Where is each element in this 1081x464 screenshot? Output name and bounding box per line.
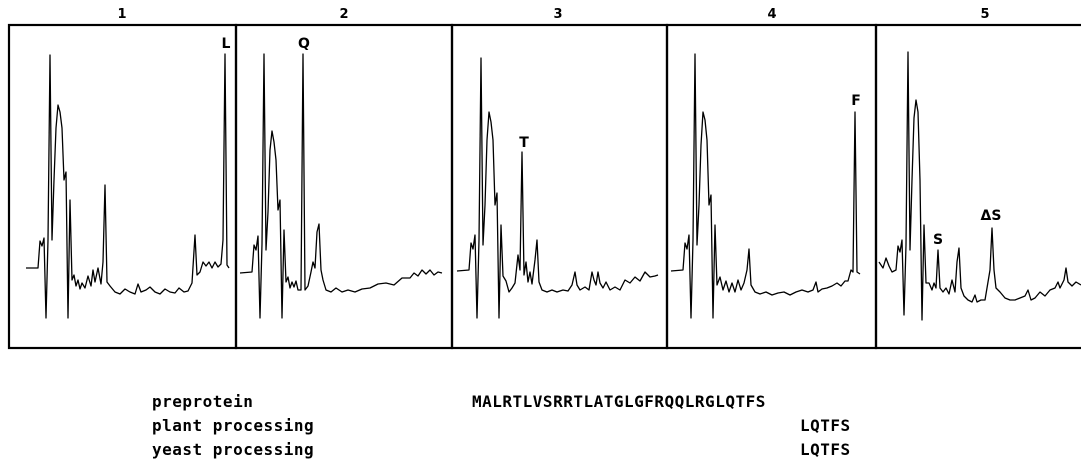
panel-1-number: 1 <box>117 7 126 22</box>
panel-4-peak-label: F <box>851 93 861 109</box>
panel-3-trace <box>456 57 659 319</box>
panel-4-trace <box>670 53 861 319</box>
panel-2-trace <box>239 53 443 319</box>
panel-1-trace <box>26 53 230 319</box>
sequence-name: preprotein <box>152 392 254 411</box>
panel-2-number: 2 <box>339 7 348 22</box>
sequence-value: LQTFS <box>800 440 851 459</box>
panel-1-frame <box>7 23 238 350</box>
panel-2-peak-label: Q <box>298 36 310 52</box>
panel-3-number: 3 <box>553 7 562 22</box>
sequence-row-preprotein: preprotein MALRTLVSRRTLATGLGFRQQLRGLQTFS <box>0 392 1081 416</box>
panel-3-frame <box>450 23 669 350</box>
panel-4-frame <box>665 23 878 350</box>
sequence-name: plant processing <box>152 416 315 435</box>
panel-3-peak-label: T <box>519 135 529 151</box>
sequence-value: LQTFS <box>800 416 851 435</box>
panel-5-peak-label-delta-s: ΔS <box>981 208 1002 224</box>
sequence-name: yeast processing <box>152 440 315 459</box>
sequence-row-yeast: yeast processing LQTFS <box>0 440 1081 464</box>
panel-frames <box>7 23 1081 350</box>
chromatogram-figure: 1 2 3 4 5 L Q T F S ΔS <box>7 7 1081 350</box>
panel-1-peak-label: L <box>222 36 231 52</box>
panel-5-trace <box>878 51 1081 321</box>
panel-4-number: 4 <box>767 7 776 22</box>
sequence-row-plant: plant processing LQTFS <box>0 416 1081 440</box>
panel-5-frame <box>874 23 1081 350</box>
panel-5-peak-label-s: S <box>933 232 943 248</box>
panel-5-number: 5 <box>980 7 989 22</box>
sequence-value: MALRTLVSRRTLATGLGFRQQLRGLQTFS <box>472 392 766 411</box>
